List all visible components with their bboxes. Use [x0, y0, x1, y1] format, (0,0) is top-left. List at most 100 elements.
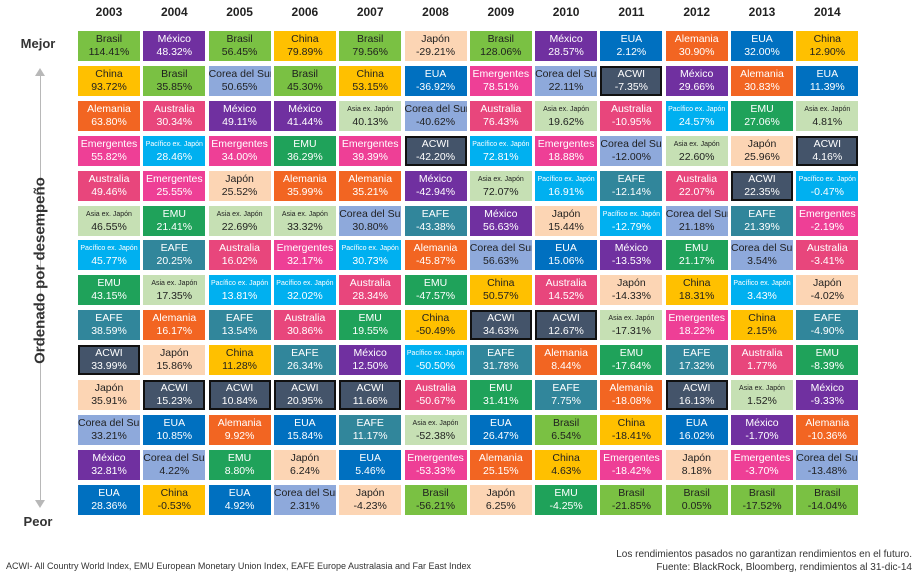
cell-return-label: -10.36%	[807, 429, 847, 442]
cell-region-label: ACWI	[95, 347, 123, 360]
cell-region-label: Asia ex. Japón	[477, 175, 524, 183]
cell-region-label: EAFE	[813, 312, 842, 325]
cell-region-label: Japón	[617, 277, 646, 290]
cell-return-label: 22.07%	[678, 185, 715, 198]
cell-return-label: -21.85%	[611, 499, 651, 512]
cell-2004-rank-5: Emergentes 25.55%	[143, 170, 206, 201]
cell-return-label: 25.96%	[744, 150, 780, 163]
cell-region-label: Emergentes	[668, 312, 725, 325]
cell-2007-rank-6: Corea del Sur 30.80%	[339, 205, 402, 236]
cell-2010-rank-2: Corea del Sur 22.11%	[535, 65, 598, 96]
cell-region-label: Emergentes	[80, 137, 138, 150]
cell-return-label: -40.62%	[415, 115, 456, 128]
cell-region-label: EAFE	[160, 242, 189, 255]
cell-2006-rank-7: Emergentes 32.17%	[273, 240, 336, 271]
cell-region-label: Japón	[225, 172, 254, 185]
cell-region-label: Corea del Sur	[143, 451, 206, 464]
cell-region-label: ACWI	[160, 382, 188, 394]
cell-return-label: 15.84%	[287, 429, 323, 442]
cell-2008-rank-7: Alemania -45.87%	[404, 240, 467, 271]
cell-region-label: Australia	[415, 382, 456, 394]
cell-region-label: China	[748, 312, 776, 325]
cell-return-label: 8.80%	[224, 464, 255, 477]
cell-2010-rank-11: EAFE 7.75%	[535, 380, 598, 410]
cell-return-label: -29.21%	[415, 46, 456, 58]
cell-return-label: 33.32%	[287, 220, 323, 233]
cell-2004-rank-12: EUA 10.85%	[143, 414, 206, 445]
cell-region-label: Japón	[355, 486, 385, 499]
cell-2004-rank-14: China -0.53%	[143, 484, 206, 515]
cell-region-label: China	[95, 67, 123, 80]
cell-2011-rank-14: Brasil -21.85%	[600, 484, 663, 515]
cell-return-label: 32.81%	[91, 464, 127, 477]
cell-region-label: México	[614, 242, 649, 255]
cell-return-label: -4.90%	[810, 325, 844, 338]
cell-return-label: -2.19%	[810, 220, 844, 233]
cell-return-label: -14.33%	[611, 290, 651, 303]
cell-return-label: 19.62%	[548, 115, 584, 128]
cell-return-label: 56.63%	[482, 255, 519, 268]
cell-return-label: -56.21%	[415, 499, 456, 512]
year-header-2006: 2006	[291, 5, 319, 19]
cell-region-label: Brasil	[683, 486, 710, 499]
cell-region-label: EUA	[228, 486, 251, 499]
cell-2009-rank-9: ACWI 34.63%	[469, 310, 532, 341]
cell-return-label: 21.18%	[678, 220, 715, 233]
cell-2010-rank-5: Pacífico ex. Japón 16.91%	[535, 170, 598, 201]
cell-return-label: 34.00%	[221, 150, 258, 163]
cell-return-label: -8.39%	[810, 360, 844, 373]
cell-2005-rank-6: Asia ex. Japón 22.69%	[208, 205, 271, 236]
cell-2011-rank-9: Asia ex. Japón -17.31%	[600, 310, 663, 341]
cell-2014-rank-5: Pacífico ex. Japón -0.47%	[796, 170, 859, 201]
cell-return-label: -50.50%	[415, 360, 456, 373]
cell-return-label: 41.44%	[287, 115, 323, 128]
cell-region-label: China	[813, 33, 842, 45]
cell-region-label: China	[356, 67, 384, 80]
cell-2012-rank-4: Asia ex. Japón 22.60%	[665, 135, 728, 166]
cell-2007-rank-2: China 53.15%	[339, 65, 402, 96]
cell-2008-rank-2: EUA -36.92%	[404, 65, 467, 96]
cell-region-label: Corea del Sur	[731, 242, 793, 255]
cell-return-label: -52.38%	[415, 429, 456, 442]
cell-return-label: 26.47%	[482, 429, 519, 442]
cell-2012-rank-7: EMU 21.17%	[665, 240, 728, 271]
cell-region-label: Pacífico ex. Japón	[406, 350, 465, 358]
cell-2007-rank-14: Japón -4.23%	[339, 484, 402, 515]
cell-return-label: 0.05%	[681, 499, 712, 512]
cell-region-label: México	[484, 207, 518, 220]
cell-region-label: EUA	[751, 33, 773, 45]
cell-return-label: 20.25%	[156, 255, 193, 268]
cell-region-label: Brasil	[814, 486, 841, 499]
cell-2003-rank-4: Emergentes 55.82%	[78, 135, 140, 166]
cell-return-label: 32.02%	[287, 290, 323, 303]
cell-2014-rank-8: Japón -4.02%	[796, 275, 859, 306]
cell-return-label: 49.46%	[91, 185, 127, 198]
cell-region-label: EMU	[685, 242, 709, 255]
cell-region-label: Japón	[747, 137, 777, 150]
cell-region-label: Asia ex. Japón	[804, 105, 851, 113]
cell-region-label: EUA	[555, 242, 577, 255]
cell-region-label: EMU	[489, 382, 513, 394]
cell-return-label: 48.32%	[156, 46, 193, 58]
cell-return-label: 45.77%	[91, 255, 127, 268]
cell-2005-rank-3: México 49.11%	[208, 100, 271, 131]
cell-region-label: Pacífico ex. Japón	[276, 280, 334, 288]
cell-2012-rank-10: EAFE 17.32%	[665, 345, 728, 376]
cell-return-label: 3.43%	[747, 290, 777, 303]
cell-return-label: 22.69%	[221, 220, 258, 233]
cell-region-label: Emergentes	[341, 137, 399, 150]
cell-2008-rank-4: ACWI -42.20%	[404, 135, 467, 166]
cell-region-label: México	[418, 172, 453, 185]
cell-region-label: China	[682, 277, 711, 290]
arrow-down-icon	[35, 500, 45, 508]
cell-2010-rank-4: Emergentes 18.88%	[535, 135, 598, 166]
cell-2009-rank-3: Australia 76.43%	[469, 100, 532, 131]
cell-region-label: Corea del Sur	[78, 416, 140, 429]
cell-2008-rank-10: Pacífico ex. Japón -50.50%	[404, 345, 467, 376]
cell-2003-rank-1: Brasil 114.41%	[78, 31, 140, 61]
cell-2004-rank-7: EAFE 20.25%	[143, 240, 206, 271]
cell-return-label: -17.52%	[742, 499, 782, 512]
cell-2008-rank-8: EMU -47.57%	[404, 275, 467, 306]
cell-return-label: 31.78%	[482, 360, 519, 373]
